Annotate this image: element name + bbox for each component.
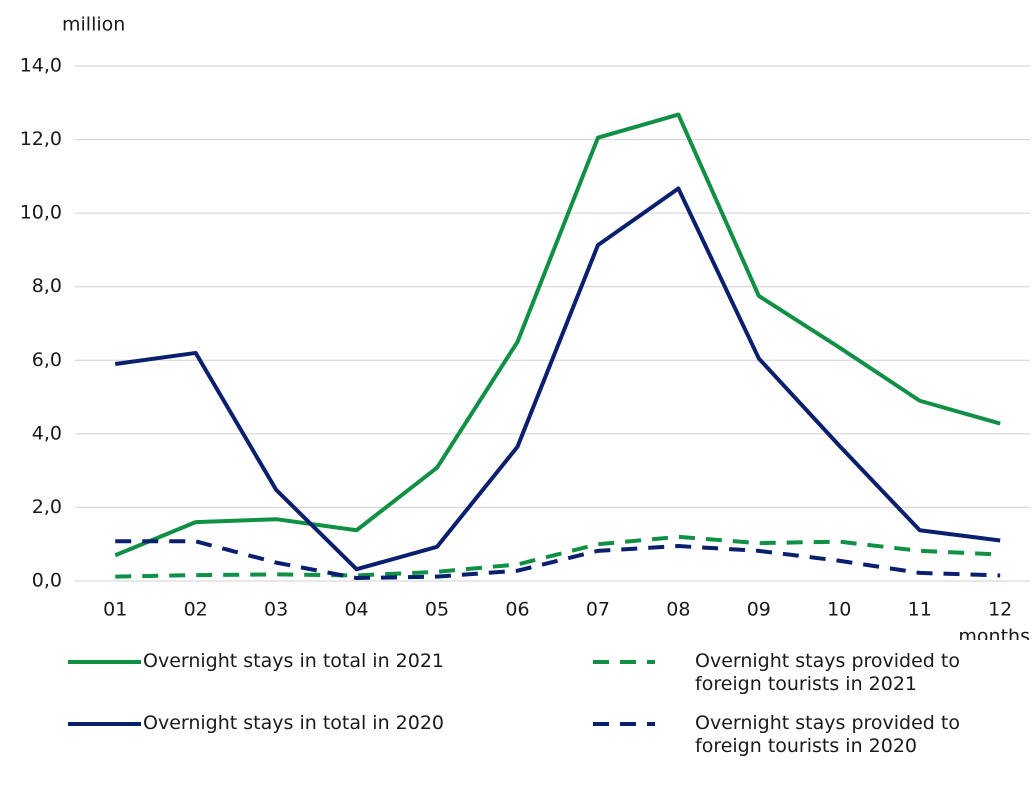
series-line — [115, 534, 1001, 579]
legend-item: Overnight stays in total in 2021 — [66, 650, 593, 696]
series-line — [114, 112, 1001, 558]
x-tick-label: 12 — [988, 599, 1012, 621]
series-line — [115, 539, 1001, 581]
x-tick-label: 09 — [747, 599, 771, 621]
legend-item: Overnight stays in total in 2020 — [66, 712, 593, 758]
x-tick-label: 10 — [827, 599, 851, 621]
legend-swatch — [68, 722, 141, 726]
x-tick-label: 02 — [184, 599, 208, 621]
chart: million months 0,0 2,0 4,0 6,0 8,0 10,0 12,0 14… — [20, 14, 1030, 648]
x-tick-label: 08 — [666, 599, 690, 621]
y-axis-label: million — [62, 14, 125, 36]
legend-label: Overnight stays provided to foreign tour… — [695, 712, 960, 757]
x-tick-label: 05 — [425, 599, 449, 621]
legend-swatch — [68, 660, 141, 664]
x-axis-label: months — [958, 626, 1030, 641]
y-tick-label: 6,0 — [32, 349, 62, 371]
y-tick-label: 8,0 — [32, 275, 62, 297]
x-tick-label: 11 — [908, 599, 932, 621]
x-tick-label: 06 — [505, 599, 529, 621]
legend-label: Overnight stays provided to foreign tour… — [695, 650, 960, 695]
y-tick-label: 2,0 — [32, 496, 62, 518]
x-tick-label: 01 — [103, 599, 127, 621]
legend-item: Overnight stays provided to foreign tour… — [593, 712, 973, 758]
y-tick-label: 10,0 — [20, 202, 62, 224]
legend-swatch — [593, 722, 655, 726]
y-tick-label: 0,0 — [32, 570, 62, 592]
legend-label: Overnight stays in total in 2020 — [143, 712, 445, 734]
y-tick-label: 12,0 — [20, 128, 62, 150]
y-tick-label: 4,0 — [32, 422, 62, 444]
series-line — [114, 186, 1001, 572]
y-tick-label: 14,0 — [20, 55, 62, 77]
legend: Overnight stays in total in 2021 Overnigh… — [66, 650, 973, 758]
x-tick-label: 03 — [264, 599, 288, 621]
legend-swatch — [593, 660, 655, 664]
x-tick-label: 07 — [586, 599, 610, 621]
legend-label: Overnight stays in total in 2021 — [143, 650, 445, 672]
x-tick-label: 04 — [344, 599, 368, 621]
legend-item: Overnight stays provided to foreign tour… — [593, 650, 973, 696]
